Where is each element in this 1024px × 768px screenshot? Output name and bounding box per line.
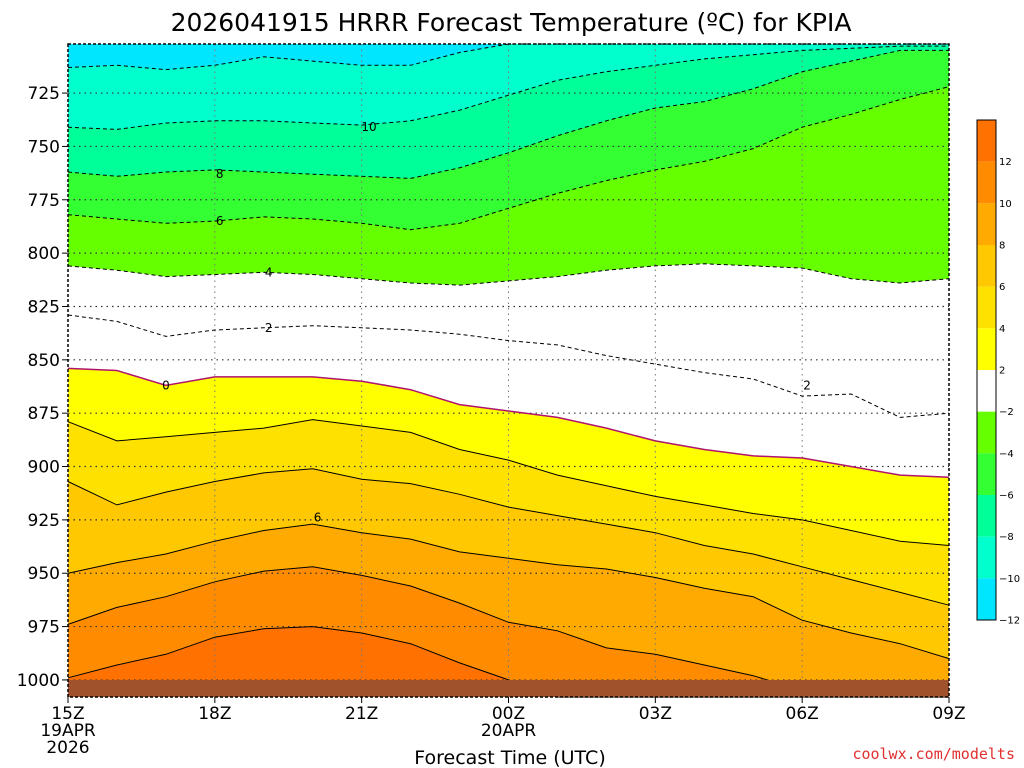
y-tick-label: 950 bbox=[28, 564, 60, 584]
contour-label: 6 bbox=[216, 214, 224, 228]
y-tick-label: 875 bbox=[28, 404, 60, 424]
contour-line--10 bbox=[67, 45, 949, 130]
colorbar-tick-label: 12 bbox=[999, 157, 1012, 168]
contour-labels: 10 8 6 4 2 0 2 6 bbox=[162, 120, 811, 525]
temperature-fill-bands bbox=[68, 44, 949, 698]
plot-frame bbox=[67, 43, 950, 698]
x-tick-label: 15Z bbox=[51, 704, 84, 724]
y-tick-label: 725 bbox=[28, 84, 60, 104]
colorbar-tick-label: 2 bbox=[999, 366, 1005, 377]
colorbar-tick-label: −8 bbox=[999, 532, 1014, 543]
y-axis-ticks: 725 750 775 800 825 850 875 900 925 950 975 1000 bbox=[17, 84, 68, 691]
contour-label: 6 bbox=[314, 511, 322, 525]
credit-text[interactable]: coolwx.com/modelts bbox=[852, 745, 1015, 763]
y-tick-label: 750 bbox=[28, 137, 60, 157]
colorbar-segment bbox=[977, 120, 996, 162]
contour-line-6 bbox=[67, 523, 950, 660]
y-tick-label: 825 bbox=[28, 297, 60, 317]
colorbar-segment bbox=[977, 536, 996, 579]
y-tick-label: 800 bbox=[28, 244, 60, 264]
colorbar-tick-label: −10 bbox=[999, 574, 1020, 585]
x-tick-label: 21Z bbox=[345, 704, 378, 724]
contour-label: 2 bbox=[265, 321, 273, 335]
colorbar-border bbox=[976, 119, 997, 621]
contour-label: 8 bbox=[216, 167, 224, 181]
contour-line--4 bbox=[67, 263, 950, 286]
x-tick-label: 03Z bbox=[639, 704, 672, 724]
x-tick-label: 19APR bbox=[40, 721, 96, 741]
colorbar-segment bbox=[977, 203, 996, 245]
colorbar-segment bbox=[977, 161, 996, 204]
x-tick-label: 18Z bbox=[198, 704, 231, 724]
colorbar-tick-label: 8 bbox=[999, 241, 1005, 252]
y-tick-label: 975 bbox=[28, 618, 60, 638]
colorbar-tick-label: −2 bbox=[999, 407, 1014, 418]
colorbar-segment bbox=[977, 370, 996, 412]
contour-line-2 bbox=[67, 419, 950, 546]
colorbar-tick-label: −12 bbox=[999, 616, 1020, 627]
y-tick-label: 850 bbox=[28, 351, 60, 371]
y-tick-label: 900 bbox=[28, 458, 60, 478]
contour-label: 0 bbox=[162, 378, 170, 392]
colorbar-segment bbox=[977, 495, 996, 537]
x-tick-label: 20APR bbox=[481, 721, 537, 741]
contour-line--8 bbox=[67, 49, 949, 179]
colorbar-segment bbox=[977, 328, 996, 370]
ground-fill bbox=[68, 679, 949, 697]
colorbar: 12 10 8 6 4 2 −2 −4 −6 −8 −10 −12 bbox=[976, 119, 1020, 627]
contour-line-0 bbox=[67, 367, 950, 478]
contour-label: 2 bbox=[803, 378, 811, 392]
colorbar-tick-label: 10 bbox=[999, 199, 1012, 210]
y-tick-label: 1000 bbox=[17, 671, 60, 691]
colorbar-tick-label: −6 bbox=[999, 491, 1014, 502]
x-tick-label: 09Z bbox=[932, 704, 965, 724]
colorbar-segment bbox=[977, 286, 996, 329]
contour-line--6 bbox=[67, 86, 950, 231]
colorbar-tick-label: 4 bbox=[999, 324, 1005, 335]
contour-line--2 bbox=[67, 314, 950, 418]
colorbar-tick-label: 6 bbox=[999, 282, 1005, 293]
chart-title: 2026041915 HRRR Forecast Temperature (ºC… bbox=[171, 8, 852, 37]
colorbar-segment bbox=[977, 578, 996, 620]
contour-label: 4 bbox=[265, 265, 273, 279]
colorbar-segment bbox=[977, 411, 996, 454]
contour-label: 10 bbox=[361, 120, 376, 134]
colorbar-segment bbox=[977, 453, 996, 495]
x-axis-label: Forecast Time (UTC) bbox=[414, 747, 605, 768]
y-tick-label: 925 bbox=[28, 511, 60, 531]
x-tick-label: 2026 bbox=[46, 738, 89, 758]
ground-layer bbox=[68, 679, 949, 697]
x-tick-label: 06Z bbox=[786, 704, 819, 724]
y-tick-label: 775 bbox=[28, 191, 60, 211]
contour-line-4 bbox=[67, 468, 950, 606]
colorbar-segment bbox=[977, 245, 996, 287]
colorbar-tick-label: −4 bbox=[999, 449, 1014, 460]
x-tick-label: 00Z bbox=[492, 704, 525, 724]
plot-border bbox=[67, 43, 950, 698]
